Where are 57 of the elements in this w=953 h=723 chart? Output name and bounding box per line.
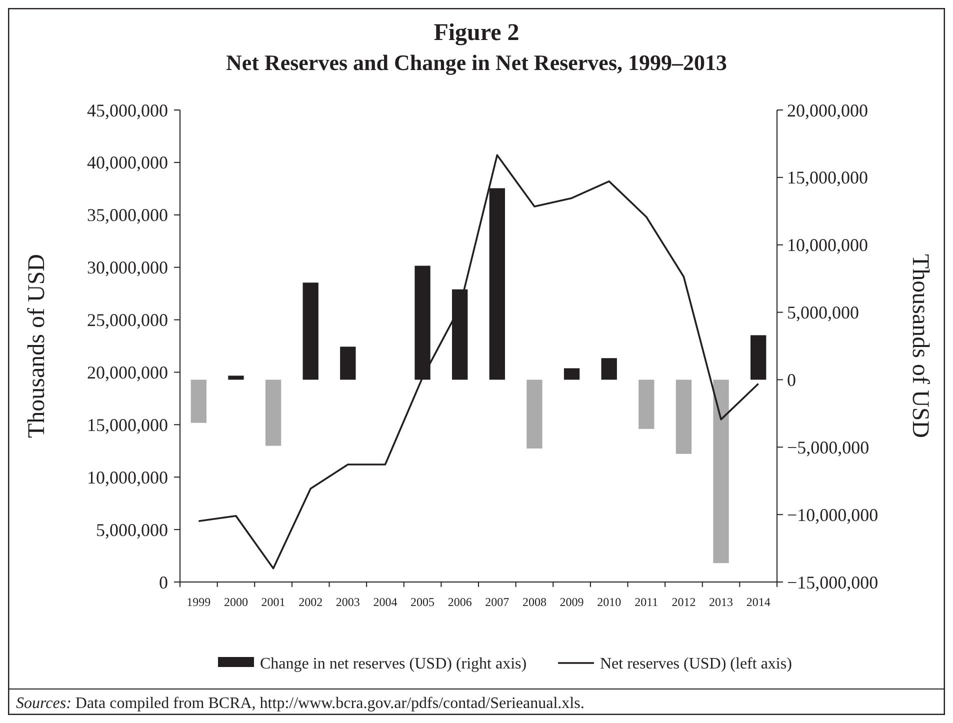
- chart-title: Figure 2: [434, 20, 520, 46]
- y2-tick-label: −10,000,000: [787, 504, 878, 525]
- bar: [526, 380, 542, 448]
- bar: [302, 282, 318, 380]
- bar: [190, 380, 206, 423]
- y-tick-label: 10,000,000: [87, 467, 168, 488]
- y-tick-label: 30,000,000: [87, 258, 168, 278]
- source-note: Sources: Data compiled from BCRA, http://www.bcra.gov.ar/pdfs/contad/Serieanual.xls.: [16, 695, 584, 712]
- y-tick-label: 40,000,000: [87, 152, 168, 173]
- y-tick-label: 35,000,000: [87, 205, 168, 226]
- bar: [564, 368, 580, 380]
- y2-tick-label: 20,000,000: [787, 100, 868, 120]
- x-tick-label: 2013: [709, 595, 734, 609]
- x-tick-label: 2014: [746, 595, 770, 609]
- x-tick-label: 2011: [634, 595, 658, 609]
- bar: [452, 289, 468, 380]
- x-tick-label: 2008: [522, 595, 546, 609]
- y2-tick-label: −5,000,000: [787, 437, 870, 458]
- y-axis-title: Thousands of USD: [24, 254, 50, 438]
- bar: [228, 376, 244, 380]
- y2-tick-label: −15,000,000: [787, 572, 878, 592]
- x-tick-label: 2009: [560, 595, 584, 609]
- y2-tick-label: 10,000,000: [787, 235, 868, 256]
- line-series: [198, 154, 760, 570]
- legend-label: Net reserves (USD) (left axis): [600, 656, 792, 673]
- x-tick-label: 2005: [410, 595, 435, 609]
- x-tick-label: 2002: [298, 595, 323, 609]
- y2-axis-title: Thousands of USD: [907, 254, 933, 438]
- bar: [265, 380, 282, 446]
- bar: [414, 266, 430, 380]
- bar: [638, 380, 654, 429]
- x-tick-label: 2010: [597, 595, 622, 609]
- x-tick-label: 2000: [224, 595, 248, 609]
- bar: [713, 380, 729, 564]
- y-tick-label: 45,000,000: [87, 100, 168, 120]
- y2-tick-label: 0: [787, 370, 796, 390]
- legend-label: Change in net reserves (USD) (right axis): [260, 656, 527, 673]
- y-tick-label: 15,000,000: [87, 414, 168, 435]
- y-tick-label: 25,000,000: [87, 310, 168, 330]
- bar: [601, 358, 617, 380]
- bar: [340, 346, 356, 380]
- x-tick-label: 2007: [485, 595, 510, 609]
- x-tick-label: 2012: [672, 595, 696, 609]
- x-tick-label: 2006: [448, 595, 472, 609]
- y-tick-label: 5,000,000: [96, 520, 168, 540]
- x-tick-label: 2003: [336, 595, 360, 609]
- y2-tick-label: 15,000,000: [787, 168, 868, 188]
- x-tick-label: 1999: [186, 595, 211, 609]
- bar: [750, 335, 766, 380]
- y2-tick-label: 5,000,000: [787, 302, 859, 323]
- y-tick-label: 20,000,000: [87, 362, 168, 383]
- x-tick-label: 2001: [261, 595, 286, 609]
- bar: [676, 380, 692, 454]
- chart-subtitle: Net Reserves and Change in Net Reserves, 1999–2013: [226, 50, 728, 75]
- x-tick-label: 2004: [373, 595, 398, 609]
- bar: [489, 188, 505, 380]
- y-tick-label: 0: [159, 572, 168, 592]
